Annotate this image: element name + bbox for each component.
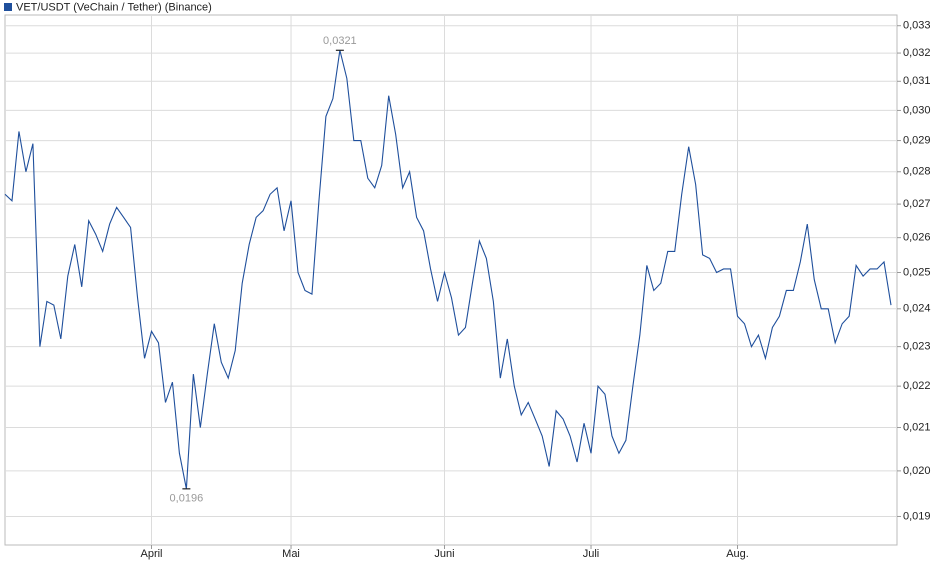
x-tick-label: Mai xyxy=(282,548,300,560)
x-tick-label: April xyxy=(140,548,162,560)
y-tick-label: 0,032 xyxy=(903,47,931,59)
y-tick-label: 0,020 xyxy=(903,465,931,477)
x-tick-label: Juli xyxy=(583,548,600,560)
legend-label: VET/USDT (VeChain / Tether) (Binance) xyxy=(16,1,212,13)
plot-area xyxy=(4,14,898,546)
x-tick-label: Aug. xyxy=(726,548,749,560)
extreme-label: 0,0196 xyxy=(170,493,204,505)
y-tick-label: 0,025 xyxy=(903,266,931,278)
y-tick-label: 0,024 xyxy=(903,303,931,315)
y-tick-label: 0,027 xyxy=(903,198,931,210)
y-tick-label: 0,022 xyxy=(903,380,931,392)
x-tick-label: Juni xyxy=(434,548,454,560)
legend-swatch xyxy=(4,3,12,11)
y-tick-label: 0,033 xyxy=(903,20,931,32)
y-tick-label: 0,019 xyxy=(903,510,931,522)
y-tick-label: 0,026 xyxy=(903,232,931,244)
y-tick-label: 0,030 xyxy=(903,104,931,116)
extreme-label: 0,0321 xyxy=(323,35,357,47)
y-tick-label: 0,021 xyxy=(903,421,931,433)
y-tick-label: 0,028 xyxy=(903,166,931,178)
price-line xyxy=(4,50,892,489)
y-tick-label: 0,029 xyxy=(903,134,931,146)
y-tick-label: 0,031 xyxy=(903,75,931,87)
y-tick-label: 0,023 xyxy=(903,341,931,353)
